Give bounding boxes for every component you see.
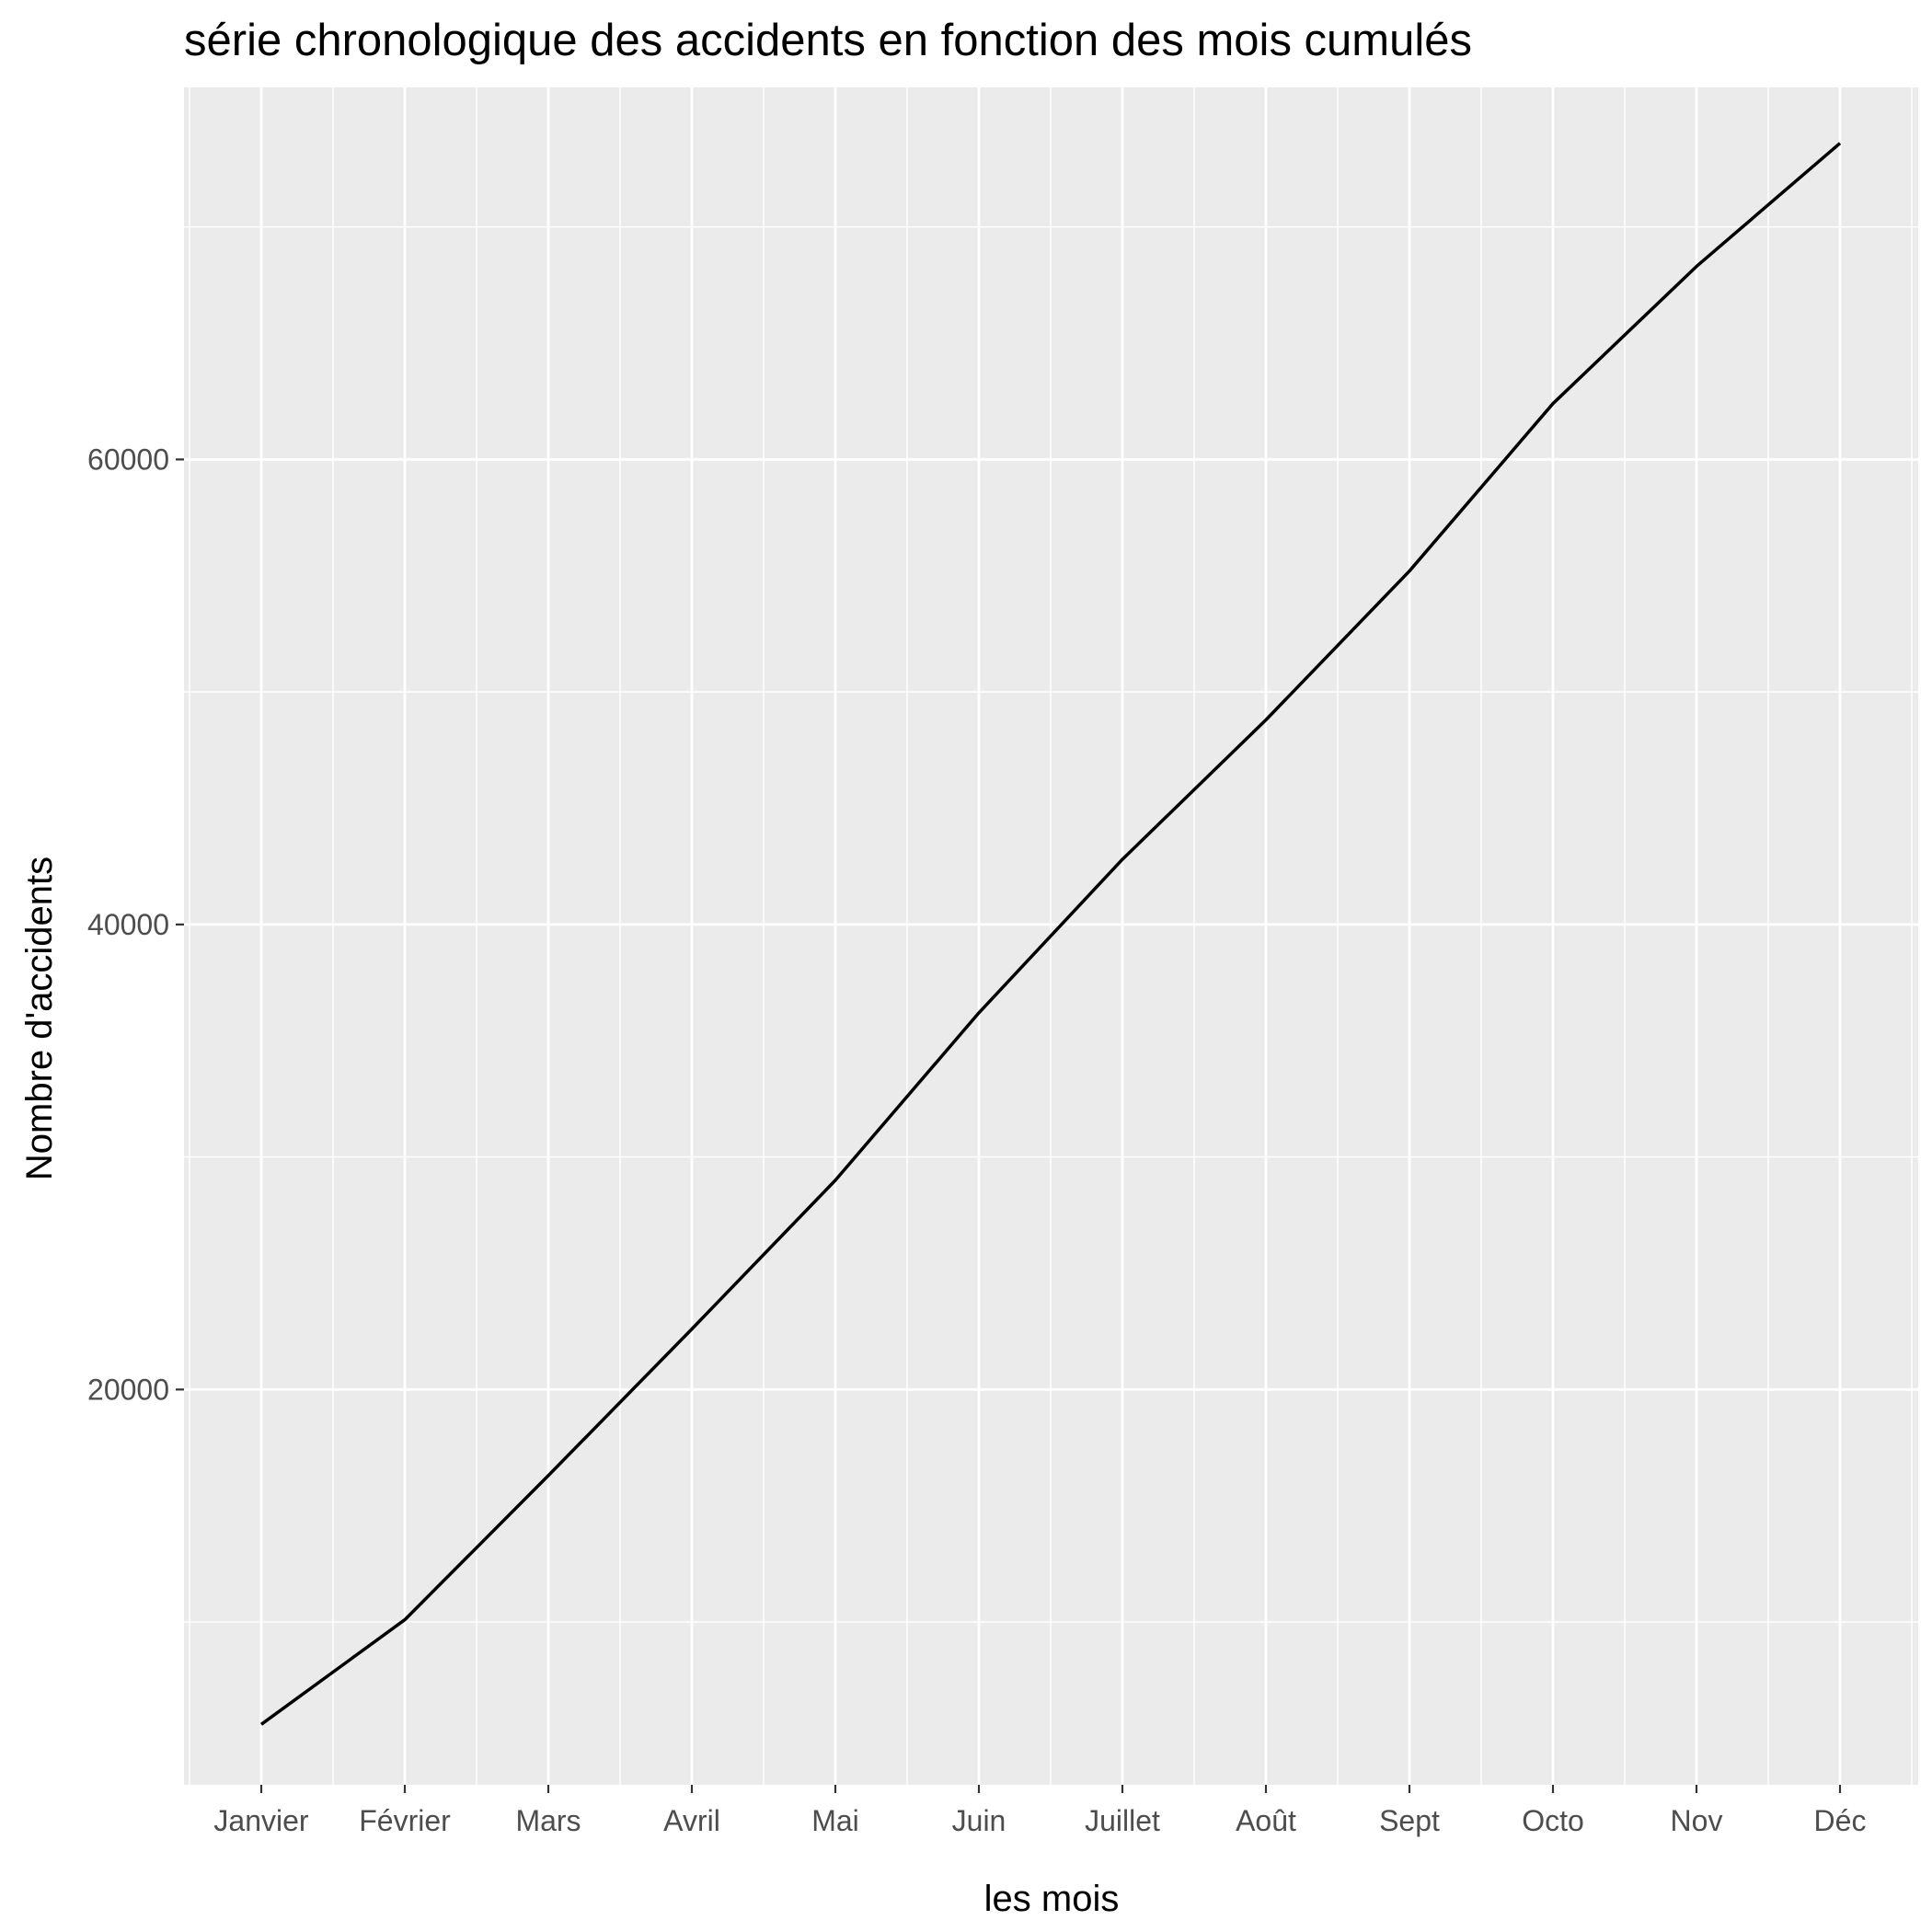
x-tick-label: Déc: [1814, 1804, 1867, 1837]
x-tick-label: Juillet: [1085, 1804, 1160, 1837]
y-axis-title: Nombre d'accidents: [19, 857, 60, 1180]
y-tick-label: 40000: [87, 908, 169, 941]
y-tick-label: 60000: [87, 443, 169, 476]
x-tick-label: Mars: [515, 1804, 581, 1837]
major-gridlines-x: [259, 87, 1842, 1785]
x-axis-ticks: Janvier Février Mars Avril Mai Juin Juillet Aoû…: [213, 1785, 1866, 1837]
chart-title: série chronologique des accidents en fon…: [184, 16, 1472, 65]
x-tick-label: Mai: [811, 1804, 859, 1837]
y-axis-ticks: 20000 40000 60000: [87, 443, 184, 1406]
x-tick-label: Juin: [952, 1804, 1006, 1837]
x-tick-label: Octo: [1522, 1804, 1584, 1837]
x-tick-label: Janvier: [213, 1804, 309, 1837]
x-tick-label: Avril: [663, 1804, 720, 1837]
y-tick-label: 20000: [87, 1373, 169, 1406]
x-tick-label: Août: [1236, 1804, 1296, 1837]
x-tick-label: Février: [359, 1804, 451, 1837]
x-tick-label: Sept: [1379, 1804, 1440, 1837]
x-axis-title: les mois: [984, 1879, 1120, 1919]
x-tick-label: Nov: [1671, 1804, 1723, 1837]
series-line: [259, 142, 1842, 1726]
major-gridlines-y: [184, 457, 1918, 1391]
